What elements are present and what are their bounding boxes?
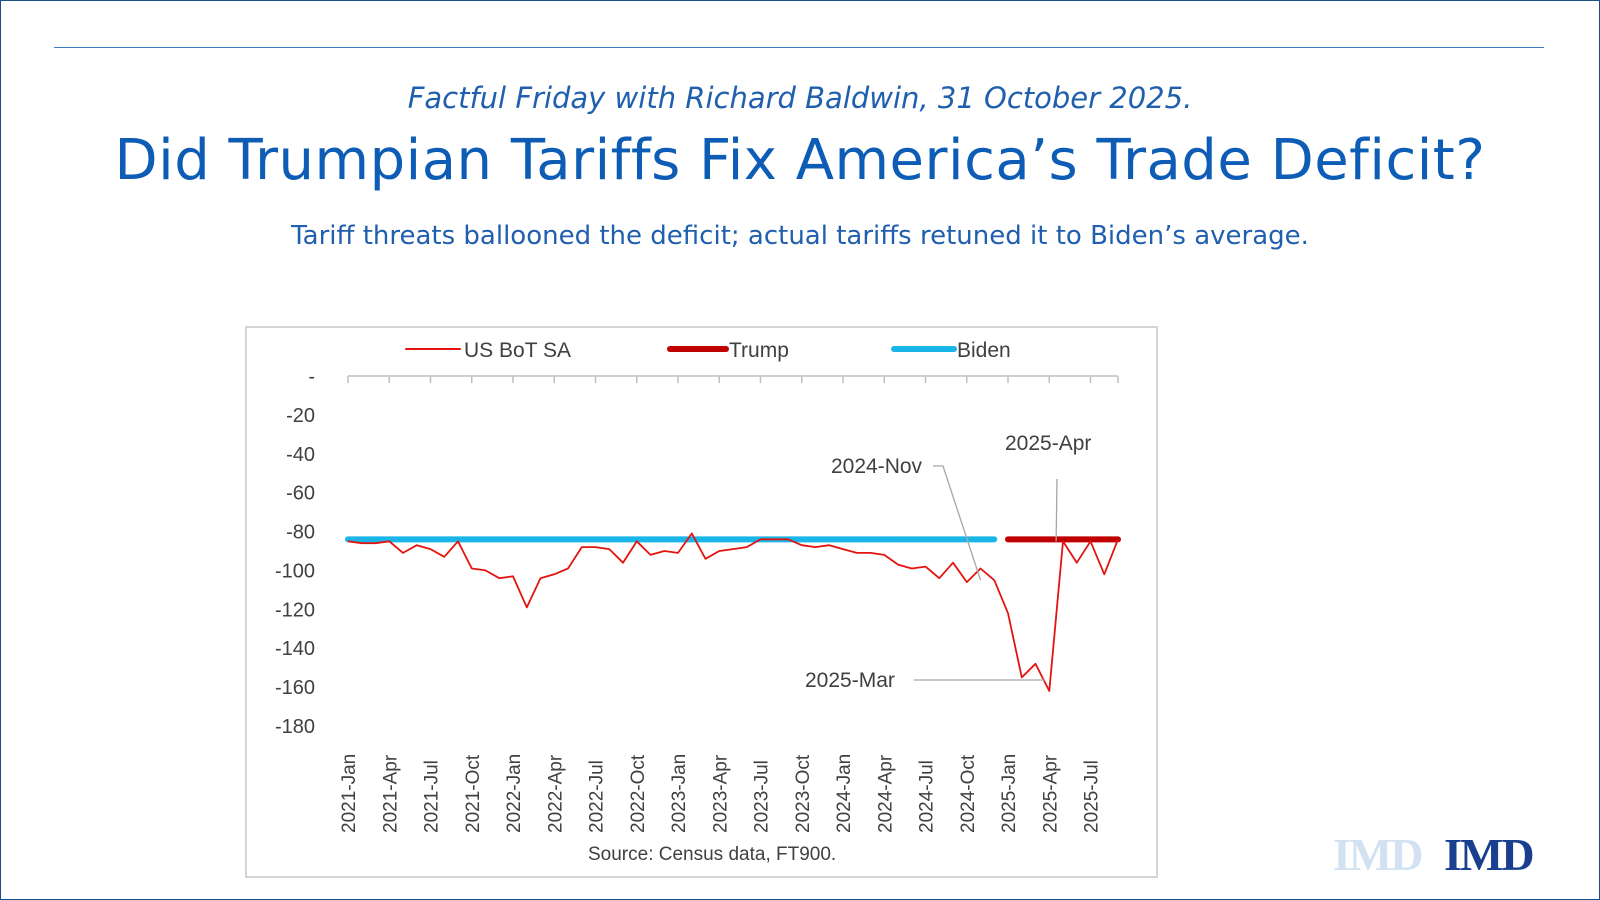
x-tick-label: 2022-Apr: [545, 754, 566, 833]
x-tick-label: 2023-Jul: [752, 760, 773, 833]
y-tick-label: -140: [275, 638, 315, 660]
y-tick-label: -40: [286, 444, 315, 466]
top-rule: [54, 47, 1544, 48]
legend-label-1: Trump: [729, 339, 789, 362]
y-tick-label: -160: [275, 677, 315, 699]
chart-source: Source: Census data, FT900.: [588, 844, 836, 865]
trade-balance-chart: US BoT SA Trump Biden - -20 -40 -60 -80 -100 -120…: [275, 339, 1121, 865]
x-tick-label: 2022-Jan: [504, 754, 525, 833]
x-tick-label: 2023-Apr: [710, 754, 731, 833]
y-tick-label: -20: [286, 405, 315, 427]
x-tick-label: 2025-Apr: [1040, 754, 1061, 833]
x-tick-label: 2021-Apr: [380, 754, 401, 833]
x-tick-label: 2023-Jan: [669, 754, 690, 833]
y-tick-label: -100: [275, 560, 315, 582]
x-tick-label: 2025-Jul: [1082, 760, 1103, 833]
annotation-2025-apr: 2025-Apr: [1005, 432, 1091, 455]
imd-logo-faded: IMD: [1333, 829, 1424, 880]
x-tick-label: 2021-Jan: [339, 754, 360, 833]
subtitle: Tariff threats ballooned the deficit; ac…: [291, 221, 1309, 251]
annotation-2025-apr-leader: [1055, 478, 1058, 542]
x-tick-label: 2024-Oct: [958, 754, 979, 833]
y-tick-label: -120: [275, 599, 315, 621]
legend-label-2: Biden: [957, 339, 1011, 362]
y-tick-label: -: [308, 366, 315, 388]
page-title: Did Trumpian Tariffs Fix America’s Trade…: [114, 128, 1486, 193]
us-bot-series-line: [347, 532, 1119, 692]
chart-box: US BoT SA Trump Biden - -20 -40 -60 -80 -100 -120…: [245, 326, 1158, 878]
x-tick-label: 2025-Jan: [999, 754, 1020, 833]
legend-label-0: US BoT SA: [464, 339, 571, 362]
x-tick-label: 2021-Oct: [463, 754, 484, 833]
x-tick-label: 2022-Oct: [628, 754, 649, 833]
y-tick-label: -180: [275, 716, 315, 738]
imd-logo: IMD: [1444, 829, 1535, 880]
annotation-2024-nov: 2024-Nov: [831, 455, 923, 478]
x-tick-label: 2021-Jul: [422, 760, 443, 833]
annotation-2025-mar: 2025-Mar: [805, 669, 895, 692]
x-tick-label: 2024-Jan: [834, 754, 855, 833]
x-tick-label: 2023-Oct: [793, 754, 814, 833]
x-tick-label: 2024-Apr: [875, 754, 896, 833]
x-tick-label: 2024-Jul: [917, 760, 938, 833]
y-tick-label: -60: [286, 483, 315, 505]
annotation-2024-nov-leader: [933, 465, 982, 581]
kicker: Factful Friday with Richard Baldwin, 31 …: [407, 81, 1193, 115]
y-tick-label: -80: [286, 522, 315, 544]
x-tick-label: 2022-Jul: [587, 760, 608, 833]
